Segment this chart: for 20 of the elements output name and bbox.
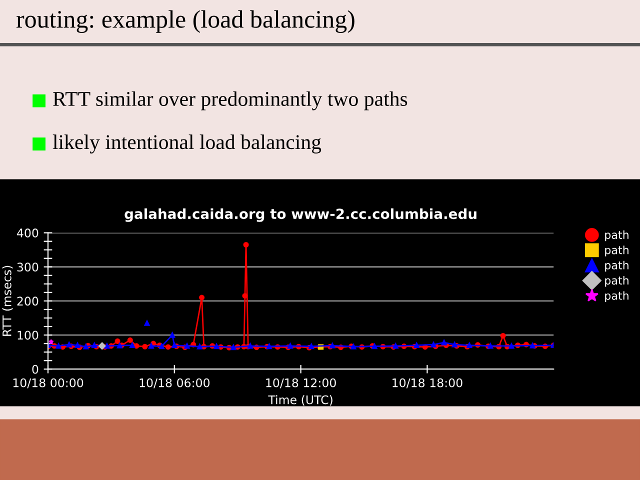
text: routing: example (load balancing) bbox=[16, 10, 354, 33]
y-tick-label: 0 bbox=[32, 364, 38, 374]
y-axis-title: RTT (msecs) bbox=[2, 266, 13, 336]
y-tick-label: 400 bbox=[17, 228, 38, 238]
legend-label: path bbox=[605, 246, 628, 256]
y-tick-label: 100 bbox=[18, 330, 38, 340]
x-tick-label: 10/18 12:00 bbox=[266, 378, 336, 388]
legend-label: path bbox=[605, 260, 628, 272]
text: RTT similar over predominantly two paths bbox=[53, 91, 408, 110]
x-tick-label: 10/18 06:00 bbox=[140, 378, 210, 388]
y-tick-label: 300 bbox=[17, 262, 38, 272]
legend-label: path bbox=[605, 230, 628, 242]
chart-title: galahad.caida.org to www-2.cc.columbia.edu bbox=[124, 208, 476, 222]
legend-label: path bbox=[605, 276, 628, 287]
y-tick-label: 200 bbox=[17, 296, 38, 306]
x-axis-title: Time (UTC) bbox=[268, 395, 332, 406]
x-tick-label: 10/18 18:00 bbox=[392, 378, 462, 388]
text: likely intentional load balancing bbox=[52, 134, 322, 154]
legend-label: path bbox=[605, 291, 628, 302]
x-tick-label: 10/18 00:00 bbox=[13, 378, 84, 388]
